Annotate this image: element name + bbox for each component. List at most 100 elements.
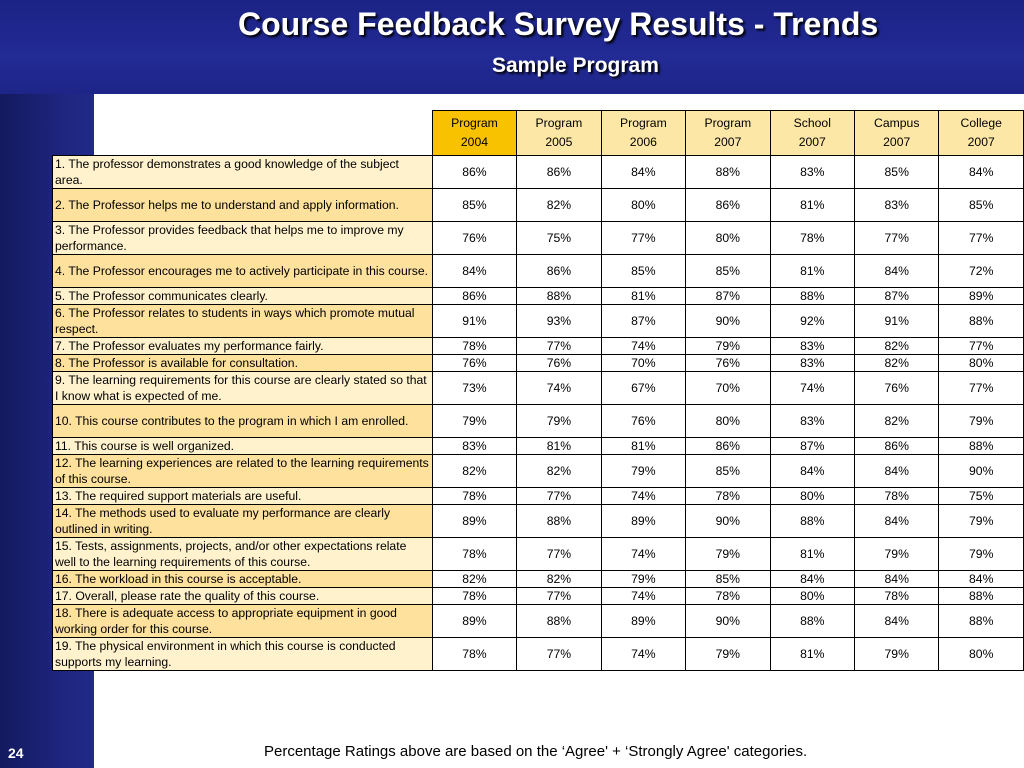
value-cell: 82% xyxy=(516,570,602,588)
table-row: 3. The Professor provides feedback that … xyxy=(52,221,1024,255)
value-cell: 82% xyxy=(516,454,602,488)
value-cell: 77% xyxy=(516,537,602,571)
value-cell: 73% xyxy=(431,371,518,405)
value-cell: 84% xyxy=(853,570,940,588)
table-row: 6. The Professor relates to students in … xyxy=(52,304,1024,338)
table-row: 7. The Professor evaluates my performanc… xyxy=(52,337,1024,355)
column-header: School 2007 xyxy=(769,110,856,156)
value-cell: 88% xyxy=(685,155,771,189)
question-cell: 15. Tests, assignments, projects, and/or… xyxy=(52,537,433,571)
page-number: 24 xyxy=(8,745,24,761)
value-cell: 74% xyxy=(600,537,687,571)
question-cell: 2. The Professor helps me to understand … xyxy=(52,188,433,222)
value-cell: 91% xyxy=(853,304,940,338)
question-cell: 11. This course is well organized. xyxy=(52,437,433,455)
value-cell: 84% xyxy=(853,504,940,538)
header-row: Program 2004 Program 2005 Program 2006 Prog… xyxy=(53,110,1024,156)
question-cell: 4. The Professor encourages me to active… xyxy=(52,254,433,288)
value-cell: 79% xyxy=(853,537,940,571)
value-cell: 67% xyxy=(600,371,687,405)
value-cell: 77% xyxy=(516,637,602,671)
footer-area xyxy=(94,740,1024,768)
value-cell: 76% xyxy=(685,354,771,372)
value-cell: 81% xyxy=(769,254,856,288)
value-cell: 88% xyxy=(516,504,602,538)
value-cell: 93% xyxy=(516,304,602,338)
question-cell: 18. There is adequate access to appropri… xyxy=(52,604,433,638)
value-cell: 84% xyxy=(600,155,687,189)
value-cell: 79% xyxy=(685,337,771,355)
column-header: Program 2005 xyxy=(516,110,602,156)
value-cell: 80% xyxy=(938,354,1024,372)
value-cell: 84% xyxy=(853,454,940,488)
question-cell: 19. The physical environment in which th… xyxy=(52,637,433,671)
value-cell: 84% xyxy=(769,454,856,488)
question-cell: 9. The learning requirements for this co… xyxy=(52,371,433,405)
value-cell: 88% xyxy=(516,604,602,638)
value-cell: 86% xyxy=(431,287,518,305)
value-cell: 86% xyxy=(516,254,602,288)
table-row: 10. This course contributes to the progr… xyxy=(52,404,1024,438)
value-cell: 76% xyxy=(853,371,940,405)
question-cell: 10. This course contributes to the progr… xyxy=(52,404,433,438)
value-cell: 87% xyxy=(600,304,687,338)
value-cell: 82% xyxy=(853,404,940,438)
value-cell: 78% xyxy=(431,337,518,355)
table-row: 18. There is adequate access to appropri… xyxy=(52,604,1024,638)
question-cell: 16. The workload in this course is accep… xyxy=(52,570,433,588)
value-cell: 79% xyxy=(938,537,1024,571)
value-cell: 77% xyxy=(938,221,1024,255)
table-body: 1. The professor demonstrates a good kno… xyxy=(52,155,1024,671)
value-cell: 85% xyxy=(853,155,940,189)
value-cell: 77% xyxy=(938,371,1024,405)
table-row: 14. The methods used to evaluate my perf… xyxy=(52,504,1024,538)
value-cell: 70% xyxy=(600,354,687,372)
value-cell: 77% xyxy=(600,221,687,255)
value-cell: 87% xyxy=(685,287,771,305)
value-cell: 83% xyxy=(769,155,856,189)
value-cell: 79% xyxy=(600,454,687,488)
column-header: Campus 2007 xyxy=(853,110,940,156)
value-cell: 91% xyxy=(431,304,518,338)
value-cell: 83% xyxy=(431,437,518,455)
value-cell: 79% xyxy=(685,537,771,571)
value-cell: 79% xyxy=(938,404,1024,438)
value-cell: 78% xyxy=(685,587,771,605)
value-cell: 88% xyxy=(769,287,856,305)
value-cell: 80% xyxy=(938,637,1024,671)
value-cell: 78% xyxy=(431,537,518,571)
value-cell: 74% xyxy=(600,587,687,605)
value-cell: 84% xyxy=(769,570,856,588)
column-header: College 2007 xyxy=(938,110,1024,156)
value-cell: 85% xyxy=(685,254,771,288)
value-cell: 85% xyxy=(938,188,1024,222)
value-cell: 89% xyxy=(938,287,1024,305)
value-cell: 72% xyxy=(938,254,1024,288)
value-cell: 75% xyxy=(516,221,602,255)
value-cell: 86% xyxy=(516,155,602,189)
value-cell: 77% xyxy=(516,587,602,605)
value-cell: 82% xyxy=(431,570,518,588)
question-cell: 6. The Professor relates to students in … xyxy=(52,304,433,338)
table-row: 8. The Professor is available for consul… xyxy=(52,354,1024,372)
value-cell: 81% xyxy=(769,188,856,222)
value-cell: 84% xyxy=(938,155,1024,189)
value-cell: 85% xyxy=(685,570,771,588)
value-cell: 81% xyxy=(769,537,856,571)
value-cell: 84% xyxy=(431,254,518,288)
table-row: 9. The learning requirements for this co… xyxy=(52,371,1024,405)
value-cell: 84% xyxy=(853,254,940,288)
value-cell: 88% xyxy=(938,437,1024,455)
footnote: Percentage Ratings above are based on th… xyxy=(264,743,808,760)
table-row: 17. Overall, please rate the quality of … xyxy=(52,587,1024,605)
value-cell: 81% xyxy=(516,437,602,455)
value-cell: 89% xyxy=(431,504,518,538)
value-cell: 85% xyxy=(685,454,771,488)
value-cell: 82% xyxy=(853,337,940,355)
question-cell: 1. The professor demonstrates a good kno… xyxy=(52,155,433,189)
value-cell: 79% xyxy=(853,637,940,671)
value-cell: 74% xyxy=(600,337,687,355)
value-cell: 90% xyxy=(938,454,1024,488)
value-cell: 77% xyxy=(516,337,602,355)
table-row: 4. The Professor encourages me to active… xyxy=(52,254,1024,288)
